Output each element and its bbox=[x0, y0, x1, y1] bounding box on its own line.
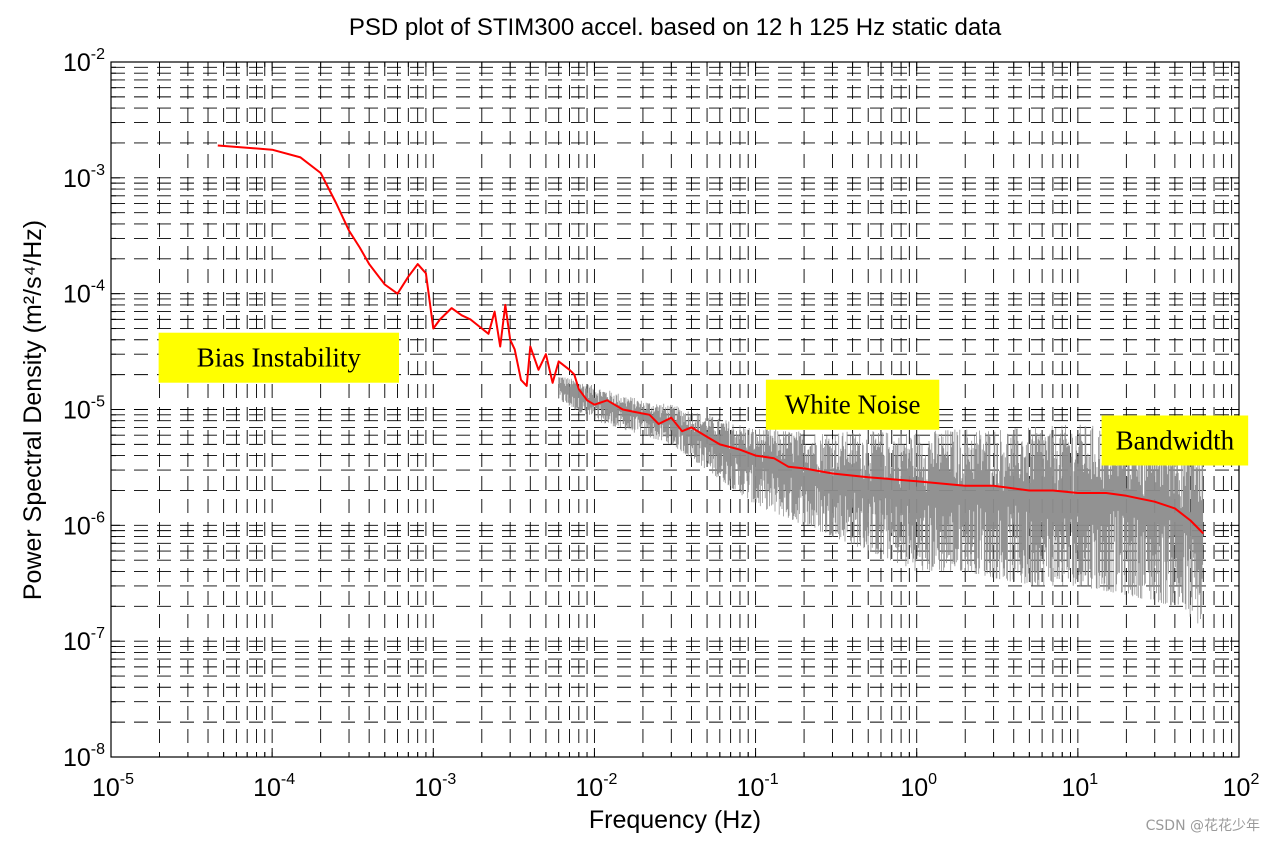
y-tick-label: 10-2 bbox=[63, 46, 105, 77]
y-tick-label: 10-4 bbox=[63, 278, 105, 309]
chart-title: PSD plot of STIM300 accel. based on 12 h… bbox=[349, 14, 1002, 41]
x-tick-label: 100 bbox=[900, 771, 937, 802]
y-tick-label: 10-5 bbox=[63, 394, 105, 425]
annotation-box bbox=[158, 332, 400, 383]
annotation-label: Bandwidth bbox=[1101, 415, 1249, 466]
y-tick-label: 10-6 bbox=[63, 509, 105, 540]
annotation-text: Bias Instability bbox=[197, 343, 362, 373]
raw-psd-line bbox=[558, 377, 1204, 624]
annotation-label: Bias Instability bbox=[158, 332, 400, 383]
x-axis-ticks: 10-5 10-4 10-3 10-2 10-1 100 101 102 bbox=[92, 62, 1259, 802]
y-axis-label: Power Spectral Density (m²/s⁴/Hz) bbox=[19, 220, 47, 600]
annotations: Bias Instability White Noise Bandwidth bbox=[158, 332, 1249, 466]
annotation-text: White Noise bbox=[785, 390, 921, 420]
annotation-text: Bandwidth bbox=[1116, 425, 1235, 455]
annotation-box bbox=[765, 379, 940, 430]
x-tick-label: 101 bbox=[1061, 771, 1098, 802]
grid-lines bbox=[111, 62, 1239, 757]
x-tick-label: 10-4 bbox=[253, 771, 295, 802]
x-axis-label: Frequency (Hz) bbox=[589, 806, 761, 834]
y-axis-ticks: 10-2 10-3 10-4 10-5 10-6 10-7 10-8 bbox=[63, 46, 1239, 772]
annotation-label: White Noise bbox=[765, 379, 940, 430]
y-tick-label: 10-7 bbox=[63, 625, 105, 656]
x-tick-label: 10-3 bbox=[414, 771, 456, 802]
x-tick-label: 10-1 bbox=[737, 771, 779, 802]
annotation-box bbox=[1101, 415, 1249, 466]
raw-psd-series bbox=[558, 377, 1204, 624]
x-tick-label: 10-2 bbox=[575, 771, 617, 802]
x-tick-label: 102 bbox=[1223, 771, 1260, 802]
smoothed-psd-series bbox=[217, 144, 1205, 535]
y-tick-label: 10-3 bbox=[63, 162, 105, 193]
y-tick-label: 10-8 bbox=[63, 741, 105, 772]
smoothed-psd-line bbox=[217, 144, 1205, 535]
watermark: CSDN @花花少年 bbox=[1145, 818, 1260, 834]
x-tick-label: 10-5 bbox=[92, 771, 134, 802]
